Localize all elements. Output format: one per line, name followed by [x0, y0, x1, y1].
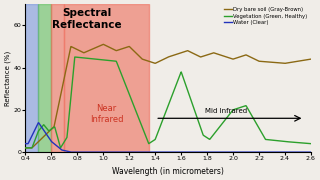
Bar: [38, 4, 52, 152]
Vegetation (Green, Healthy): [24, 147, 28, 149]
Water (Clear): [241, 151, 244, 153]
Dry bare soil (Gray-Brown): [270, 61, 274, 63]
Water (Clear): [270, 151, 274, 153]
Dry bare soil (Gray-Brown): [197, 55, 201, 57]
Dry bare soil (Gray-Brown): [309, 58, 313, 60]
Legend: Dry bare soil (Gray-Brown), Vegetation (Green, Healthy), Water (Clear): Dry bare soil (Gray-Brown), Vegetation (…: [222, 5, 310, 27]
Bar: [52, 4, 64, 152]
Line: Vegetation (Green, Healthy): Vegetation (Green, Healthy): [26, 57, 311, 148]
Dry bare soil (Gray-Brown): [24, 147, 28, 149]
Dry bare soil (Gray-Brown): [101, 43, 105, 45]
Vegetation (Green, Healthy): [270, 139, 274, 141]
Text: Near
Infrared: Near Infrared: [90, 104, 123, 124]
Dry bare soil (Gray-Brown): [41, 136, 45, 138]
Vegetation (Green, Healthy): [190, 101, 194, 103]
Water (Clear): [41, 129, 45, 131]
Vegetation (Green, Healthy): [197, 122, 201, 124]
Vegetation (Green, Healthy): [206, 137, 210, 139]
Text: Spectral
Reflectance: Spectral Reflectance: [52, 8, 121, 30]
Water (Clear): [190, 151, 194, 153]
Dry bare soil (Gray-Brown): [240, 55, 244, 57]
Water (Clear): [197, 151, 201, 153]
Dry bare soil (Gray-Brown): [190, 51, 194, 54]
X-axis label: Wavelength (in micrometers): Wavelength (in micrometers): [112, 167, 224, 176]
Vegetation (Green, Healthy): [73, 56, 77, 58]
Bar: [26, 4, 38, 152]
Text: Mid Infrared: Mid Infrared: [204, 108, 247, 114]
Vegetation (Green, Healthy): [309, 143, 313, 145]
Water (Clear): [24, 143, 28, 145]
Water (Clear): [36, 122, 40, 124]
Y-axis label: Reflectance (%): Reflectance (%): [4, 51, 11, 106]
Vegetation (Green, Healthy): [41, 124, 45, 127]
Line: Dry bare soil (Gray-Brown): Dry bare soil (Gray-Brown): [26, 44, 311, 148]
Water (Clear): [309, 151, 313, 153]
Line: Water (Clear): Water (Clear): [26, 123, 311, 152]
Water (Clear): [206, 151, 210, 153]
Water (Clear): [69, 151, 73, 153]
Bar: [64, 4, 149, 152]
Vegetation (Green, Healthy): [240, 106, 244, 108]
Dry bare soil (Gray-Brown): [206, 54, 210, 56]
